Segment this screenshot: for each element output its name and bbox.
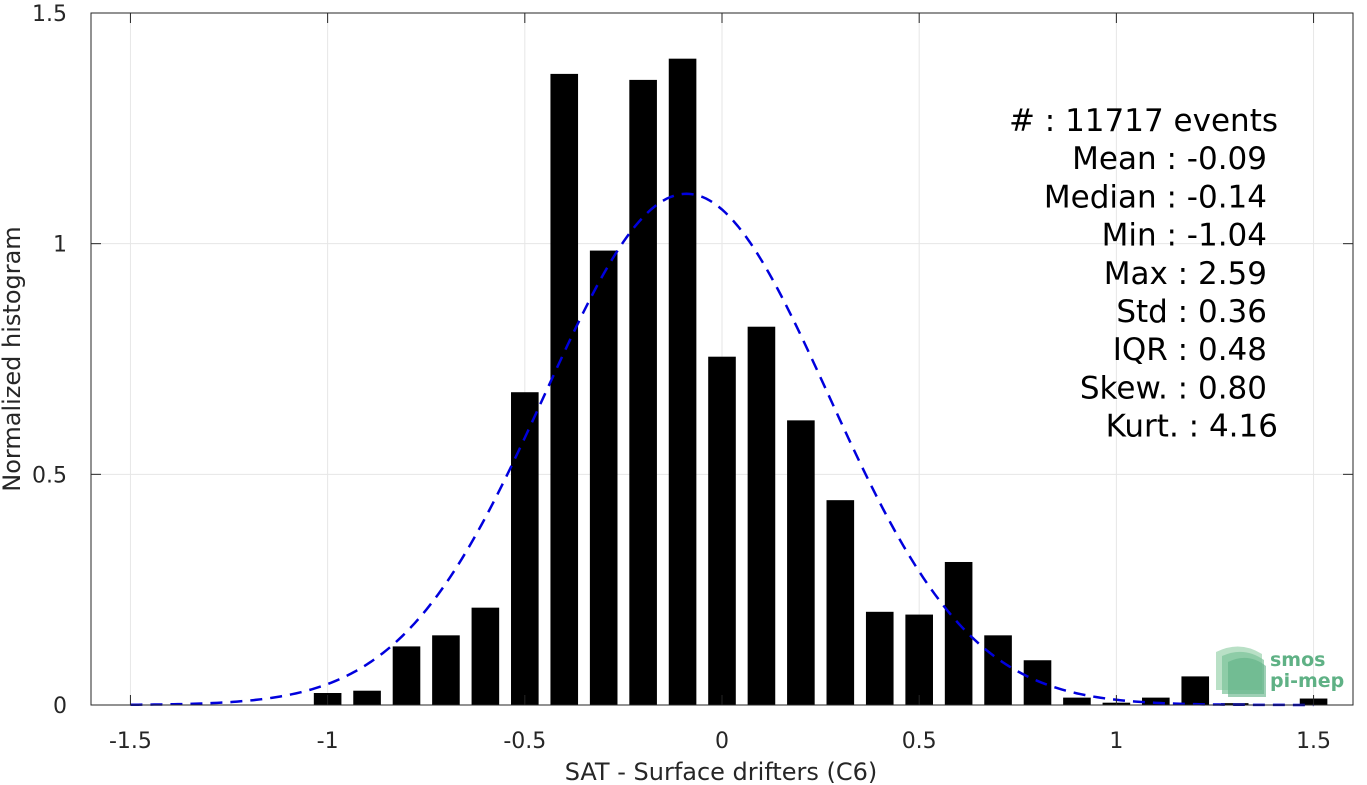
logo-line1: smos [1270, 649, 1325, 671]
histogram-bar [629, 79, 657, 706]
stat-line: # : 11717 events [1009, 103, 1278, 139]
histogram-bar [668, 58, 697, 706]
histogram-bar [511, 392, 539, 705]
x-tick-label: -1 [317, 729, 339, 754]
histogram-bar [708, 356, 736, 705]
x-tick-label: 1.5 [1296, 729, 1331, 754]
stat-line: Max : 2.59 [1104, 256, 1267, 292]
histogram-bar [432, 635, 460, 705]
x-tick-label: -0.5 [503, 729, 546, 754]
histogram-bar [905, 614, 933, 705]
histogram-bar [471, 607, 500, 705]
histogram-bar [944, 561, 973, 705]
stat-line: Mean : -0.09 [1072, 141, 1267, 177]
histogram-bar [747, 326, 776, 705]
stat-line: Min : -1.04 [1102, 218, 1267, 254]
y-tick-label: 0 [53, 694, 67, 719]
y-axis-label: Normalized histogram [0, 226, 26, 491]
histogram-bars [313, 58, 1328, 706]
stat-line: Median : -0.14 [1044, 179, 1267, 215]
histogram-bar [865, 611, 894, 705]
stat-line: Kurt. : 4.16 [1106, 409, 1278, 445]
histogram-bar [1181, 676, 1210, 705]
histogram-bar [1063, 697, 1091, 705]
histogram-bar [353, 690, 381, 705]
stat-line: Std : 0.36 [1116, 294, 1267, 330]
histogram-bar [589, 250, 618, 705]
y-tick-label: 0.5 [32, 463, 67, 488]
x-tick-label: 0 [715, 729, 729, 754]
smos-pi-mep-logo: smos pi-mep [1216, 646, 1344, 697]
histogram-bar [1142, 697, 1170, 705]
stat-line: IQR : 0.48 [1113, 332, 1267, 368]
logo-waves-icon [1216, 646, 1266, 697]
stat-line: Skew. : 0.80 [1080, 370, 1267, 406]
logo-line2: pi-mep [1270, 670, 1344, 692]
y-tick-label: 1.5 [32, 2, 67, 27]
y-tick-labels: 0 0.5 1 1.5 [32, 2, 67, 719]
histogram-bar [1023, 660, 1052, 705]
histogram-bar [787, 420, 815, 705]
x-tick-labels: -1.5 -1 -0.5 0 0.5 1 1.5 [109, 729, 1331, 754]
histogram-bar [826, 500, 855, 705]
histogram-bar [392, 646, 421, 705]
histogram-bar [550, 73, 579, 705]
y-tick-label: 1 [53, 233, 67, 258]
x-tick-label: 0.5 [902, 729, 937, 754]
axis-ticks [91, 12, 1353, 706]
x-tick-label: -1.5 [109, 729, 152, 754]
histogram-bar [984, 635, 1012, 705]
x-axis-label: SAT - Surface drifters (C6) [565, 758, 878, 785]
x-tick-label: 1 [1109, 729, 1123, 754]
